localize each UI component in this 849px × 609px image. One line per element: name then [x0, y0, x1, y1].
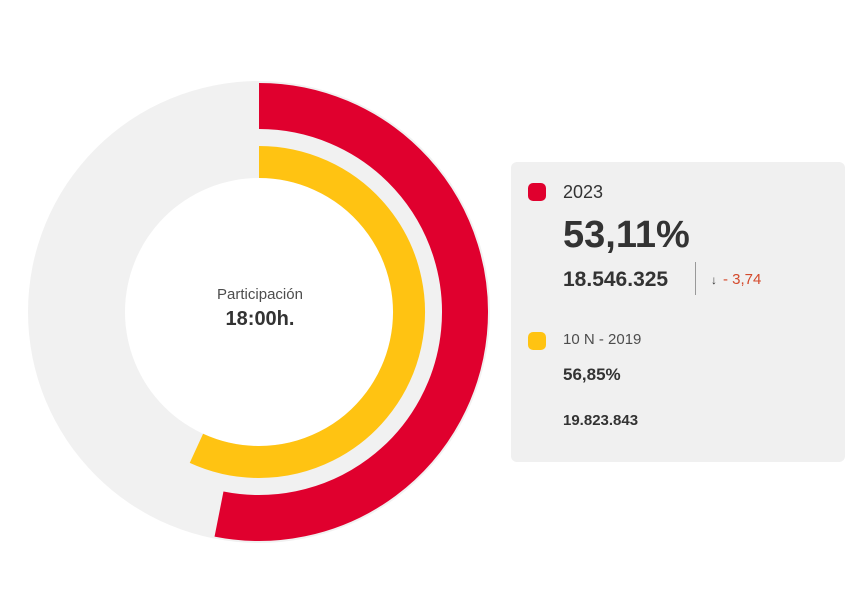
arc-2023[interactable]: [214, 83, 488, 541]
legend-name-2019: 10 N - 2019: [563, 331, 642, 348]
count-2019: 19.823.843: [563, 412, 639, 429]
arrow-down-icon: ↓: [711, 273, 717, 287]
legend-name-2023: 2023: [563, 182, 604, 202]
chart-inner-hole: [125, 178, 393, 446]
legend-panel: 2023 53,11% 18.546.325 ↓ - 3,74 10 N - 20…: [511, 162, 845, 462]
arc-2019[interactable]: [189, 146, 425, 478]
delta-value: - 3,74: [723, 271, 762, 288]
center-caption: Participación: [217, 286, 303, 303]
swatch-2023: [528, 183, 546, 201]
center-label: Participación 18:00h.: [160, 286, 360, 331]
center-time: 18:00h.: [225, 308, 295, 330]
percent-2019: 56,85%: [563, 365, 621, 384]
delta: ↓ - 3,74: [711, 271, 761, 288]
percent-2023: 53,11%: [563, 214, 690, 256]
count-2023: 18.546.325: [563, 268, 669, 291]
swatch-2019: [528, 332, 546, 350]
divider: [695, 262, 696, 295]
